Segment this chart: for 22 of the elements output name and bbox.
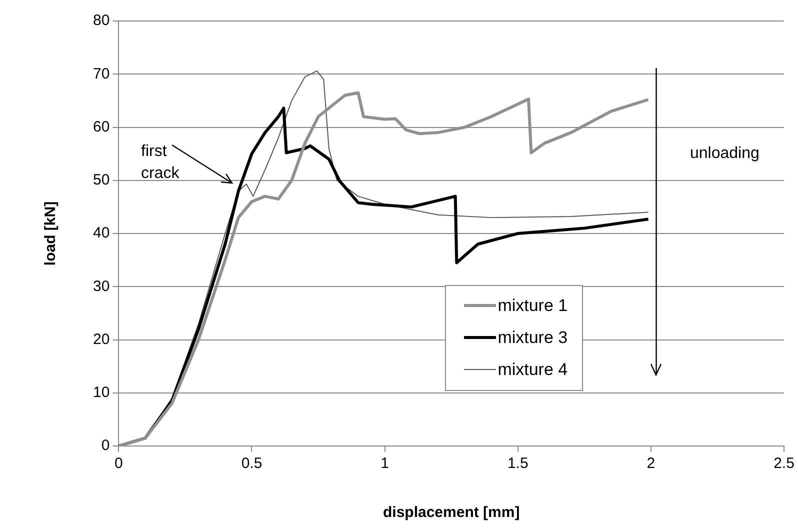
y-tick-label: 60 <box>92 118 110 136</box>
legend-label: mixture 3 <box>498 328 568 348</box>
y-tick-label: 40 <box>92 224 110 242</box>
legend-label: mixture 1 <box>498 296 568 316</box>
annotation: first crack <box>141 142 180 184</box>
y-tick-label: 0 <box>101 437 110 454</box>
y-tick-label: 30 <box>92 278 110 295</box>
x-tick-label: 0 <box>114 455 123 472</box>
x-tick-label: 2 <box>646 455 656 472</box>
y-tick-label: 80 <box>92 12 110 30</box>
x-axis-title: displacement [mm] <box>382 504 520 522</box>
x-tick-label: 2.5 <box>774 455 794 472</box>
y-tick-label: 70 <box>92 65 110 82</box>
y-tick-label: 10 <box>92 384 110 402</box>
y-tick-label: 50 <box>92 172 110 189</box>
x-tick-label: 1 <box>380 455 389 472</box>
y-axis-title: load [kN] <box>42 201 60 266</box>
ref-line-label: unloading <box>690 145 760 163</box>
y-tick-label: 20 <box>92 330 110 348</box>
x-tick-label: 1.5 <box>507 455 528 472</box>
x-tick-label: 0.5 <box>241 455 262 472</box>
legend-label: mixture 4 <box>498 360 568 380</box>
